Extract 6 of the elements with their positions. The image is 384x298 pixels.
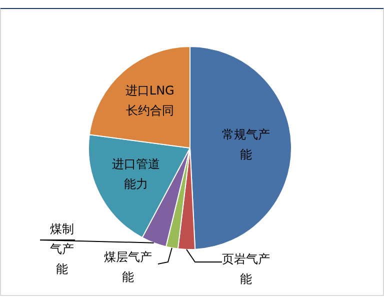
slice-label: 进口LNG长约合同 <box>125 83 174 118</box>
slice-label: 常规气产能 <box>222 128 270 162</box>
slice-label: 页岩气产能 <box>222 252 270 286</box>
slice-label: 煤层气产能 <box>104 250 152 284</box>
slice-label: 进口管道能力 <box>112 156 160 191</box>
slice-label: 煤制气产能 <box>50 222 74 276</box>
